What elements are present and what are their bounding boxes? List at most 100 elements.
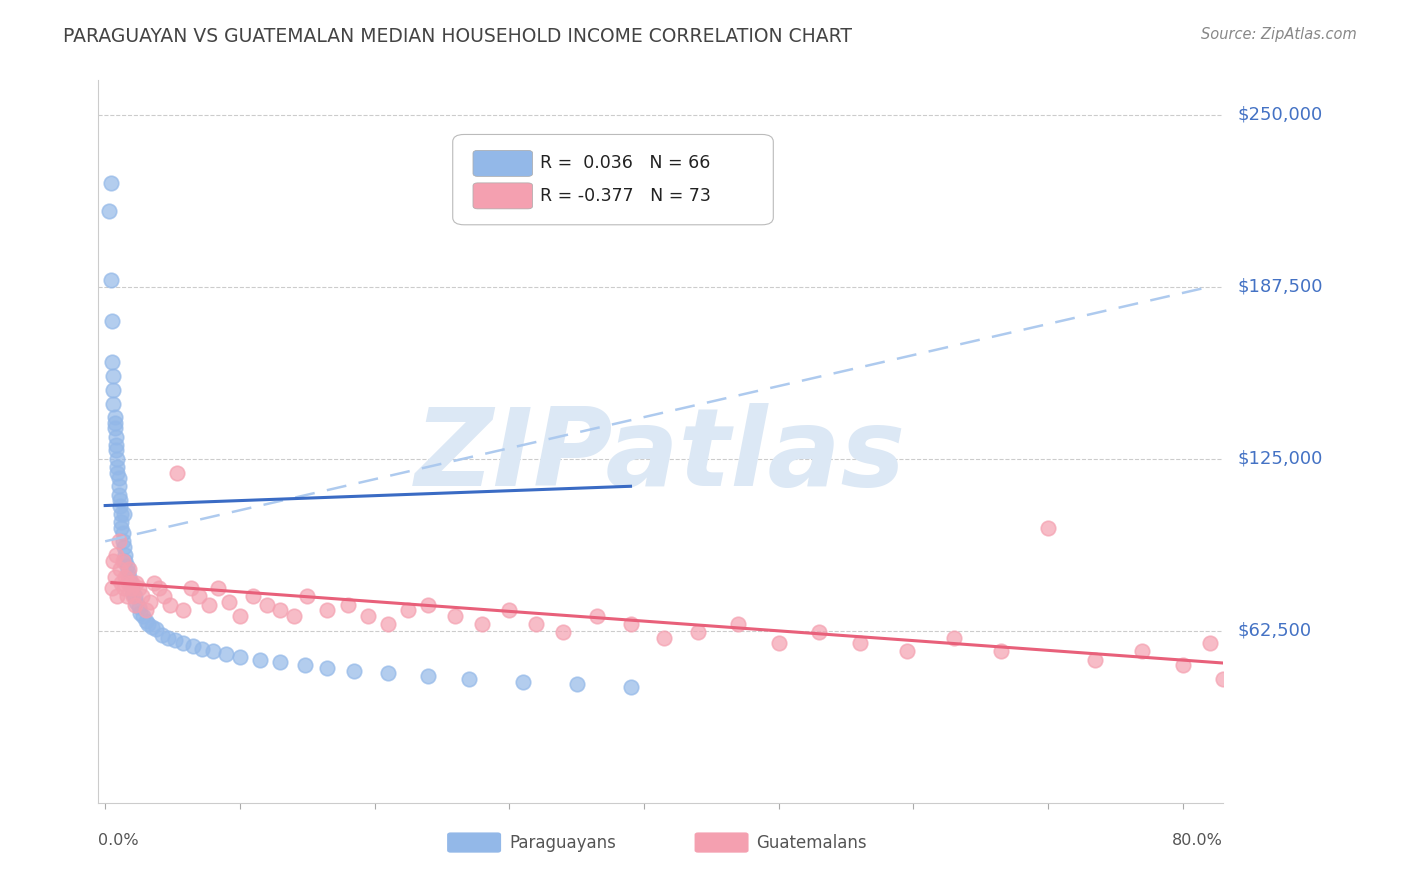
Point [125, 595, 148, 609]
Point [181, 639, 204, 653]
Point [103, 383, 125, 397]
Point [121, 575, 143, 590]
Point [165, 633, 187, 648]
Point [103, 570, 125, 584]
Point [105, 590, 128, 604]
Point [1232, 686, 1254, 700]
Point [191, 641, 214, 656]
Point [396, 603, 419, 617]
Point [112, 540, 135, 554]
Point [198, 598, 221, 612]
Point [565, 677, 588, 691]
Point [100, 177, 122, 191]
Point [110, 507, 132, 521]
Point [108, 499, 131, 513]
Point [107, 487, 129, 501]
Point [105, 451, 128, 466]
FancyBboxPatch shape [472, 183, 533, 209]
Point [1212, 672, 1234, 686]
Point [215, 647, 238, 661]
Point [145, 623, 167, 637]
Point [115, 559, 138, 574]
Point [242, 590, 264, 604]
Point [111, 526, 134, 541]
Point [124, 598, 146, 612]
Point [128, 581, 150, 595]
Point [111, 553, 134, 567]
Point [1171, 658, 1194, 673]
Point [104, 438, 127, 452]
Text: 0.0%: 0.0% [98, 833, 139, 848]
Point [138, 595, 160, 609]
Point [100, 273, 122, 287]
Point [343, 664, 366, 678]
Point [269, 656, 291, 670]
FancyBboxPatch shape [695, 832, 748, 853]
Point [124, 590, 146, 604]
Point [848, 636, 870, 650]
FancyBboxPatch shape [453, 135, 773, 225]
Point [357, 608, 380, 623]
Point [98, 204, 121, 219]
Point [218, 595, 240, 609]
Point [117, 565, 139, 579]
Point [107, 479, 129, 493]
Point [103, 421, 125, 435]
Point [498, 603, 520, 617]
Point [377, 616, 399, 631]
Point [101, 314, 124, 328]
Point [115, 590, 138, 604]
Point [1226, 680, 1249, 694]
Point [110, 575, 132, 590]
Point [101, 355, 124, 369]
Point [135, 614, 157, 628]
Point [172, 603, 194, 617]
Point [553, 625, 575, 640]
Point [114, 553, 136, 567]
Point [148, 581, 170, 595]
Point [107, 471, 129, 485]
Point [105, 466, 128, 480]
Point [686, 625, 709, 640]
Text: PARAGUAYAN VS GUATEMALAN MEDIAN HOUSEHOLD INCOME CORRELATION CHART: PARAGUAYAN VS GUATEMALAN MEDIAN HOUSEHOL… [63, 27, 852, 45]
Text: 80.0%: 80.0% [1173, 833, 1223, 848]
Text: ZIPatlas: ZIPatlas [415, 403, 907, 509]
Point [457, 672, 479, 686]
Point [103, 369, 125, 384]
Text: Paraguayans: Paraguayans [509, 833, 616, 852]
Point [201, 644, 224, 658]
Point [108, 493, 131, 508]
Point [122, 590, 145, 604]
Point [207, 581, 229, 595]
Point [1239, 699, 1261, 714]
Point [418, 669, 440, 683]
Point [316, 661, 339, 675]
Point [585, 608, 607, 623]
Text: $250,000: $250,000 [1237, 105, 1323, 124]
Point [1198, 636, 1220, 650]
Point [111, 534, 134, 549]
Point [103, 410, 125, 425]
Point [418, 598, 440, 612]
Point [110, 520, 132, 534]
Point [471, 616, 494, 631]
Point [294, 658, 316, 673]
Point [1036, 520, 1059, 534]
FancyBboxPatch shape [447, 832, 501, 853]
Point [297, 590, 319, 604]
Point [256, 598, 278, 612]
Point [107, 534, 129, 549]
Point [110, 515, 132, 529]
Point [188, 590, 211, 604]
Point [114, 570, 136, 584]
Point [108, 562, 131, 576]
Point [104, 548, 127, 562]
Point [336, 598, 359, 612]
Point [118, 570, 141, 584]
Point [444, 608, 467, 623]
Point [122, 586, 145, 600]
Point [652, 631, 675, 645]
Point [172, 636, 194, 650]
Point [104, 430, 127, 444]
Point [249, 653, 271, 667]
